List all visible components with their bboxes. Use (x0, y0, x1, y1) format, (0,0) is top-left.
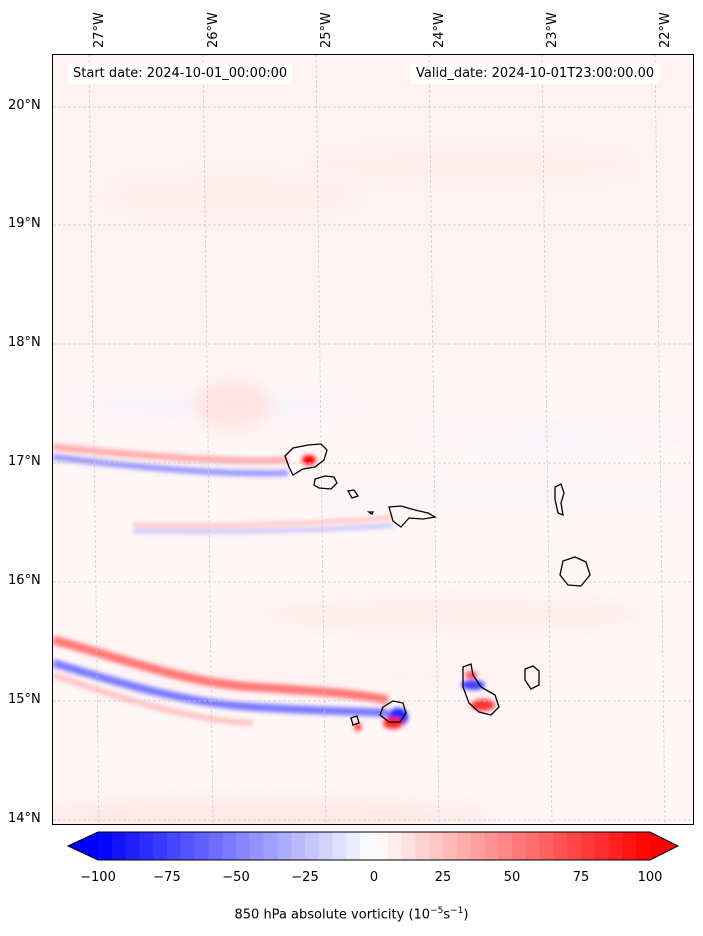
colorbar-segment (346, 832, 361, 860)
colorbar-label: 850 hPa absolute vorticity (10−5s−1) (234, 906, 469, 923)
colorbar-tick-label: −75 (153, 870, 181, 885)
island-sal (554, 483, 565, 517)
colorbar-max-extend (650, 832, 678, 860)
colorbar-tick-label: 50 (503, 870, 521, 885)
colorbar-segment (332, 832, 347, 860)
colorbar-segment (98, 832, 113, 860)
colorbar-segment (167, 832, 182, 860)
colorbar-min-extend (68, 832, 98, 860)
meridian-gridline (428, 55, 440, 824)
island-sao-vicente (313, 475, 338, 490)
map-gridlines (53, 55, 693, 824)
colorbar-tick-label: 25 (434, 870, 452, 885)
island-fogo (379, 700, 407, 723)
colorbar-segment (277, 832, 292, 860)
colorbar-segment (222, 832, 237, 860)
meridian-gridline (88, 55, 100, 824)
map-panel (52, 54, 694, 825)
colorbar-segment (387, 832, 403, 860)
longitude-label: 27°W (92, 12, 107, 48)
colorbar-segment (263, 832, 278, 860)
colorbar (66, 831, 680, 861)
colorbar-segment (581, 832, 596, 860)
colorbar-segment (374, 832, 389, 860)
colorbar-segment (236, 832, 251, 860)
colorbar-segment (429, 832, 444, 860)
colorbar-segment (194, 832, 209, 860)
colorbar-tick-label: −50 (222, 870, 250, 885)
meridian-gridline (541, 55, 553, 824)
colorbar-tick-label: −25 (291, 870, 319, 885)
southern-wake-streaks (53, 455, 495, 731)
latitude-label: 19°N (8, 216, 41, 231)
longitude-label: 23°W (545, 12, 560, 48)
colorbar-segment (525, 832, 541, 860)
island-coastlines (284, 443, 591, 726)
colorbar-segment (498, 832, 513, 860)
island-sao-nicolau (388, 505, 437, 528)
island-santo-antao (284, 443, 328, 476)
colorbar-segment (539, 832, 554, 860)
colorbar-segment (456, 832, 472, 860)
colorbar-segment (415, 832, 430, 860)
meridian-gridline (315, 55, 327, 824)
colorbar-tick-label: −100 (80, 870, 116, 885)
colorbar-segment (291, 832, 306, 860)
vorticity-field (53, 55, 693, 824)
colorbar-segment (484, 832, 499, 860)
colorbar-segment (305, 832, 320, 860)
colorbar-segment (443, 832, 458, 860)
colorbar-segment (622, 832, 637, 860)
colorbar-segment (608, 832, 623, 860)
island-branco (366, 511, 375, 515)
colorbar-segment (470, 832, 485, 860)
northern-wake-streaks (53, 443, 394, 534)
colorbar-segment (208, 832, 223, 860)
latitude-label: 20°N (8, 98, 41, 113)
island-santiago (462, 663, 500, 716)
colorbar-tick-label: 100 (637, 870, 663, 885)
latitude-label: 15°N (8, 692, 41, 707)
colorbar-segment (512, 832, 527, 860)
colorbar-segment (125, 832, 140, 860)
colorbar-tick-label: 75 (572, 870, 590, 885)
island-boa-vista (559, 556, 591, 587)
island-maio (524, 665, 540, 690)
island-santa-luzia (346, 489, 360, 499)
colorbar-segment (153, 832, 168, 860)
colorbar-segment (636, 832, 651, 860)
background-vorticity-pattern (53, 55, 693, 824)
colorbar-segments (68, 832, 678, 860)
valid-date-label: Valid_date: 2024-10-01T23:00:00.00 (411, 64, 660, 84)
longitude-label: 22°W (658, 12, 673, 48)
colorbar-tick-label: 0 (369, 870, 379, 885)
colorbar-segment (360, 832, 375, 860)
colorbar-segment (111, 832, 127, 860)
colorbar-segment (318, 832, 334, 860)
colorbar-segment (180, 832, 196, 860)
island-brava (350, 715, 360, 726)
meridian-gridline (654, 55, 666, 824)
latitude-label: 17°N (8, 454, 41, 469)
latitude-label: 18°N (8, 335, 41, 350)
latitude-label: 14°N (8, 811, 41, 826)
longitude-label: 24°W (432, 12, 447, 48)
longitude-label: 26°W (206, 12, 221, 48)
colorbar-segment (594, 832, 610, 860)
colorbar-segment (553, 832, 568, 860)
latitude-label: 16°N (8, 573, 41, 588)
colorbar-segment (567, 832, 582, 860)
colorbar-segment (401, 832, 416, 860)
colorbar-segment (139, 832, 154, 860)
start-date-label: Start date: 2024-10-01_00:00:00 (68, 64, 293, 84)
meridian-gridline (202, 55, 214, 824)
colorbar-segment (249, 832, 265, 860)
colorbar-outline (66, 831, 680, 861)
longitude-label: 25°W (319, 12, 334, 48)
